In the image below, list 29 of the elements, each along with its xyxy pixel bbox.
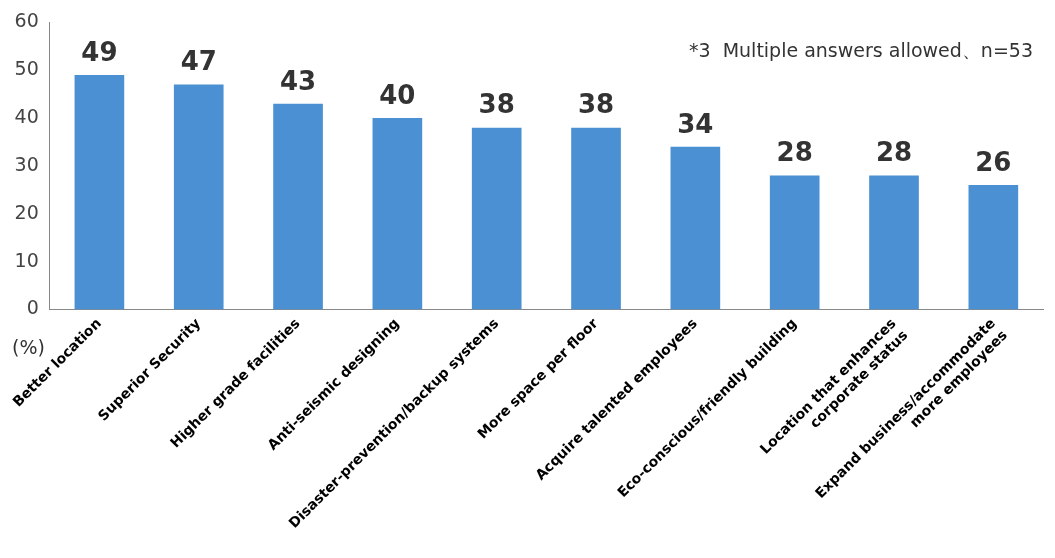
- bar: [968, 185, 1019, 310]
- bar: [670, 146, 721, 310]
- data-label: 34: [677, 108, 714, 139]
- data-label: 28: [776, 137, 813, 168]
- y-axis-title: (%): [12, 336, 45, 359]
- bar: [173, 84, 224, 310]
- bar: [471, 127, 522, 310]
- bar: [769, 175, 820, 310]
- data-label: 38: [577, 89, 615, 120]
- bar: [571, 127, 621, 310]
- data-label: 26: [975, 146, 1012, 177]
- data-label: 43: [279, 65, 317, 96]
- y-tick-label: 60: [14, 9, 39, 32]
- bar: [372, 118, 423, 310]
- data-label: 49: [81, 36, 118, 67]
- y-tick-label: 0: [26, 296, 39, 319]
- bar: [74, 75, 125, 310]
- data-label: 38: [478, 89, 515, 120]
- data-label: 40: [379, 79, 416, 110]
- bar: [273, 103, 323, 310]
- y-tick-label: 50: [14, 57, 39, 80]
- y-tick-label: 10: [14, 248, 39, 271]
- y-tick-label: 20: [14, 200, 39, 223]
- data-label: 28: [875, 137, 913, 168]
- y-tick-label: 40: [14, 105, 39, 128]
- y-tick-label: 30: [14, 152, 39, 175]
- data-label: 47: [180, 46, 217, 77]
- bar: [869, 175, 919, 310]
- annotation: *3 Multiple answers allowed、n=53: [689, 39, 1033, 62]
